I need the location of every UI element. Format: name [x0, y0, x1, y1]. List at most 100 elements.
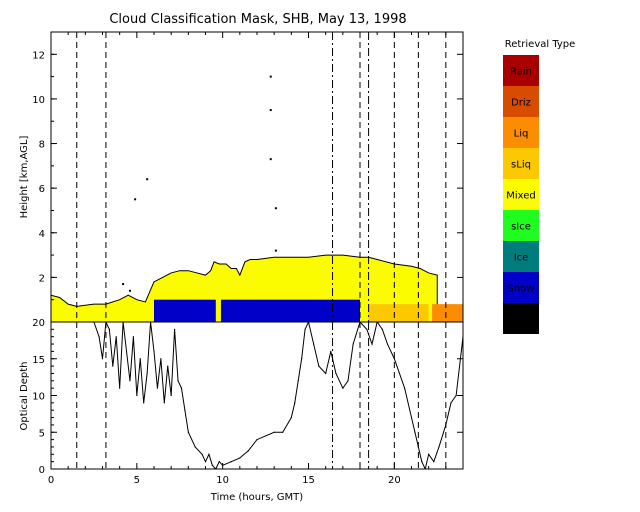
optical-depth-point-18	[156, 387, 159, 389]
legend-swatch-sice	[503, 210, 539, 241]
optical-depth-point-52	[330, 350, 332, 352]
optical-depth-point-24	[177, 380, 179, 382]
isolated-return-0	[134, 198, 137, 201]
legend-label-rain: Rain	[510, 67, 532, 78]
optical-depth-panel: 0 5 10 15 20 0 5 10 15 20 Optical Depth Time (hou…	[19, 318, 464, 503]
optical-depth-point-25	[180, 387, 183, 389]
cloud-region-snow-1	[154, 299, 216, 322]
optical-depth-point-55	[347, 380, 349, 382]
isolated-return-3	[269, 109, 272, 112]
optical-depth-point-13	[139, 358, 141, 360]
optical-depth-point-67	[414, 431, 416, 433]
legend-label-uncrt: Uncrt	[507, 315, 534, 326]
cloud-mask-y-axis-label: Height [km,AGL]	[19, 136, 30, 219]
optical-depth-point-53	[335, 372, 337, 375]
optical-depth-frame	[50, 321, 464, 470]
isolated-return-1	[146, 178, 149, 181]
optical-depth-point-1	[98, 336, 100, 338]
bot-xtick-label-0: 0	[48, 475, 54, 486]
optical-depth-point-43	[290, 416, 292, 419]
optical-depth-point-12	[136, 394, 138, 397]
optical-depth-point-29	[201, 453, 203, 455]
top-ytick-label-3: 6	[39, 184, 45, 195]
bot-xtick-label-1: 5	[134, 475, 140, 486]
optical-depth-point-47	[304, 328, 306, 330]
bot-xtick-label-4: 20	[388, 475, 401, 486]
legend-label-liq: Liq	[514, 129, 529, 140]
isolated-return-6	[274, 249, 277, 252]
optical-depth-point-64	[398, 372, 401, 375]
cloud-region-snow-2	[220, 299, 360, 322]
optical-depth-point-39	[256, 439, 258, 441]
optical-depth-point-2	[101, 358, 104, 360]
chart-title: Cloud Classification Mask, SHB, May 13, …	[109, 12, 406, 27]
legend-label-ice: Ice	[514, 253, 529, 264]
optical-depth-point-69	[421, 461, 423, 463]
optical-depth-point-28	[194, 446, 196, 448]
legend-swatch-sliq	[503, 148, 539, 179]
optical-depth-point-32	[211, 464, 213, 466]
optical-depth-point-4	[108, 328, 110, 330]
optical-depth-point-71	[428, 453, 430, 455]
bot-xtick-label-3: 15	[302, 475, 315, 486]
optical-depth-point-27	[187, 431, 189, 433]
optical-depth-point-41	[273, 431, 275, 433]
optical-depth-point-10	[129, 380, 131, 382]
optical-depth-point-15	[146, 372, 148, 375]
optical-depth-point-65	[404, 387, 406, 389]
legend-label-driz: Driz	[511, 98, 531, 109]
top-ytick-label-1: 2	[39, 273, 45, 284]
optical-depth-point-36	[230, 461, 232, 463]
legend-swatch-ice	[503, 241, 539, 272]
optical-depth-point-19	[160, 358, 162, 360]
isolated-return-7	[128, 289, 131, 292]
legend-title: Retrieval Type	[505, 39, 576, 50]
bot-ytick-label-3: 15	[32, 355, 45, 366]
optical-depth-point-23	[174, 328, 176, 330]
cloud-region-sliq-3	[368, 304, 429, 322]
optical-depth-point-5	[112, 365, 114, 367]
bot-xtick-label-2: 10	[216, 475, 229, 486]
bot-ytick-label-0: 0	[39, 465, 45, 476]
optical-depth-point-50	[318, 365, 320, 367]
legend-swatch-uncrt	[503, 303, 539, 334]
optical-depth-point-26	[184, 409, 186, 411]
legend-label-sice: sIce	[511, 222, 531, 233]
legend-swatch-snow	[503, 272, 539, 303]
isolated-return-2	[269, 75, 272, 78]
top-ytick-label-5: 10	[32, 95, 45, 106]
optical-depth-point-66	[410, 416, 413, 419]
optical-depth-point-6	[115, 336, 117, 338]
top-ytick-label-6: 12	[32, 50, 45, 61]
optical-depth-point-46	[301, 358, 303, 360]
bot-ytick-label-2: 10	[32, 392, 45, 403]
retrieval-type-legend: Retrieval Type Rain Driz Liq sLiq Mixed sIce I…	[503, 39, 575, 334]
isolated-return-5	[274, 207, 277, 210]
optical-depth-point-17	[153, 350, 155, 352]
optical-depth-point-58	[366, 328, 368, 330]
optical-depth-point-11	[132, 336, 134, 338]
optical-depth-point-75	[450, 402, 452, 404]
isolated-return-4	[269, 158, 272, 161]
optical-depth-point-44	[294, 402, 296, 404]
optical-depth-point-38	[247, 450, 250, 452]
time-x-axis-label: Time (hours, GMT)	[210, 492, 304, 503]
optical-depth-point-45	[297, 380, 299, 382]
optical-depth-point-14	[143, 402, 145, 404]
legend-label-sliq: sLiq	[511, 160, 531, 171]
optical-depth-point-49	[313, 343, 315, 345]
optical-depth-point-56	[352, 343, 354, 345]
top-ytick-label-2: 4	[39, 229, 45, 240]
optical-depth-point-72	[433, 461, 435, 463]
optical-depth-point-76	[455, 394, 457, 397]
legend-swatch-mixed	[503, 179, 539, 210]
bot-ytick-label-1: 5	[39, 428, 45, 439]
optical-depth-point-63	[393, 358, 395, 360]
cloud-region-liq-4	[432, 304, 463, 322]
top-ytick-label-4: 8	[39, 140, 45, 151]
optical-depth-point-73	[438, 446, 440, 448]
optical-depth-point-61	[381, 328, 383, 330]
optical-depth-point-31	[208, 453, 210, 455]
optical-depth-point-42	[282, 431, 284, 433]
